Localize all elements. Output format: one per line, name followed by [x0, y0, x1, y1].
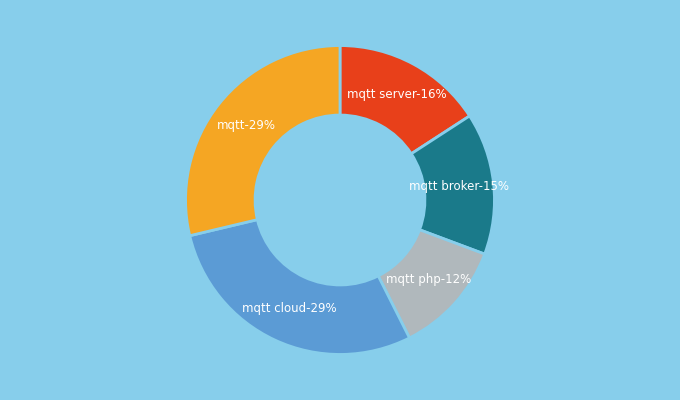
Text: mqtt-29%: mqtt-29%	[217, 119, 275, 132]
Text: mqtt server-16%: mqtt server-16%	[347, 88, 447, 101]
Text: mqtt cloud-29%: mqtt cloud-29%	[242, 302, 337, 315]
Wedge shape	[186, 46, 340, 236]
Text: mqtt php-12%: mqtt php-12%	[386, 274, 472, 286]
Wedge shape	[190, 220, 409, 354]
Wedge shape	[340, 46, 470, 154]
Wedge shape	[411, 116, 494, 254]
Text: mqtt broker-15%: mqtt broker-15%	[409, 180, 509, 194]
Wedge shape	[378, 230, 485, 338]
